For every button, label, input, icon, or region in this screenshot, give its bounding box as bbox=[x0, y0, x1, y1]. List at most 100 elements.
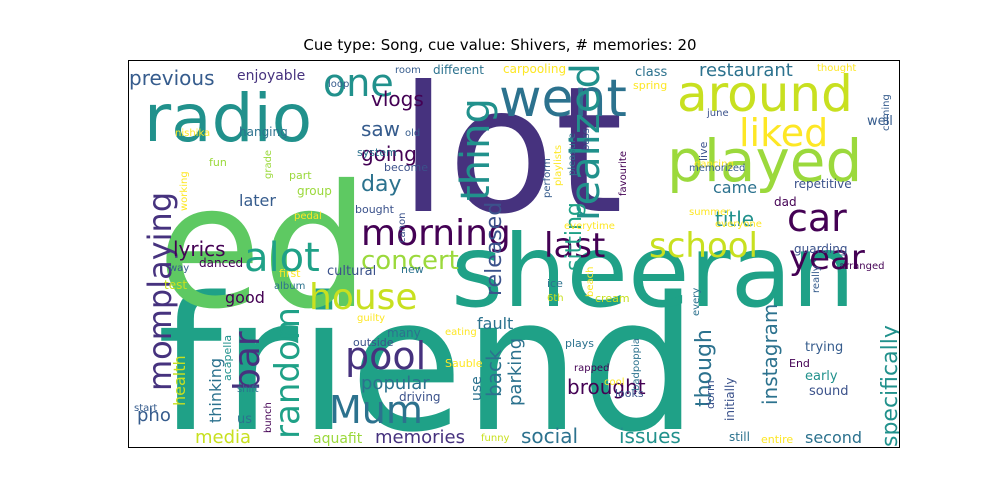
word-pho: pho bbox=[137, 405, 171, 426]
word-dad: dad bbox=[774, 195, 797, 209]
word-working: working bbox=[179, 171, 190, 211]
word-guarding: guarding bbox=[794, 242, 847, 256]
word-end: End bbox=[789, 357, 810, 370]
word-sitting: sitting bbox=[562, 202, 587, 271]
word-canon: canon bbox=[397, 213, 408, 243]
word-carpooling: carpooling bbox=[503, 62, 566, 76]
word-around: around bbox=[677, 65, 853, 123]
word-danced: danced bbox=[199, 256, 243, 270]
word-june: june bbox=[706, 108, 729, 119]
word-many: many bbox=[387, 326, 421, 340]
word-dancing: dancing bbox=[694, 159, 734, 170]
word-entire: entire bbox=[761, 433, 793, 446]
word-saw: saw bbox=[361, 117, 400, 141]
word-back: back bbox=[482, 349, 506, 397]
word-car: car bbox=[787, 196, 847, 240]
word-perform: perform bbox=[542, 158, 553, 198]
word-dorm: dorm bbox=[704, 380, 717, 409]
word-grade: grade bbox=[263, 150, 274, 179]
word-released: released bbox=[482, 202, 507, 296]
word-sauble: Sauble bbox=[445, 357, 483, 370]
word-lyrics: lyrics bbox=[173, 237, 226, 261]
word-everytime: everytime bbox=[564, 221, 615, 232]
word-really: really bbox=[811, 265, 822, 293]
word-liked: liked bbox=[739, 111, 828, 155]
word-first: first bbox=[279, 267, 301, 280]
word-album: album bbox=[274, 281, 305, 292]
word-later: later bbox=[239, 191, 276, 210]
word-ice: ice bbox=[547, 277, 563, 290]
word-arranged: arranged bbox=[839, 261, 885, 272]
word-thinking: thinking bbox=[206, 358, 225, 423]
word-previous: previous bbox=[129, 66, 215, 90]
word-enjoyable: enjoyable bbox=[237, 68, 305, 84]
word-early: early bbox=[805, 369, 838, 384]
word-pleasure: pleasure bbox=[567, 133, 578, 176]
word-system: system bbox=[357, 146, 397, 159]
word-brought: brought bbox=[567, 375, 646, 399]
word-bass: bass bbox=[581, 128, 592, 151]
word-random: random bbox=[268, 307, 308, 439]
word-vlogs: vlogs bbox=[371, 87, 424, 111]
word-going: going bbox=[361, 142, 417, 166]
word-popular: popular bbox=[361, 373, 430, 394]
word-shift: shift bbox=[237, 384, 259, 395]
word-hanging: hanging bbox=[239, 125, 288, 139]
word-second: second bbox=[805, 428, 862, 447]
word-though: though bbox=[692, 329, 717, 407]
word-lot: lot bbox=[399, 61, 623, 253]
word-become: become bbox=[384, 161, 428, 174]
word-plays: plays bbox=[565, 337, 594, 350]
word-well: well bbox=[867, 114, 893, 129]
word-pool: pool bbox=[345, 334, 426, 378]
word-went: went bbox=[499, 69, 627, 129]
word-morning: morning bbox=[361, 213, 511, 254]
word-came: came bbox=[713, 178, 757, 197]
word-acapella: acapella bbox=[221, 335, 234, 381]
word-thought: thought bbox=[817, 63, 856, 74]
word-start: start bbox=[134, 403, 157, 414]
word-sound: sound bbox=[809, 384, 848, 399]
word-aquafit: aquafit bbox=[313, 431, 363, 447]
word-live: live bbox=[697, 141, 710, 161]
word-use: use bbox=[469, 376, 485, 401]
word-cream: cream bbox=[595, 292, 630, 305]
word-loop: loop bbox=[328, 79, 349, 90]
word-class: class bbox=[635, 65, 667, 80]
word-parking: parking bbox=[505, 338, 526, 406]
word-issues: issues bbox=[619, 424, 681, 447]
word-restaurant: restaurant bbox=[699, 61, 793, 81]
word-fault: fault bbox=[477, 314, 513, 333]
word-media: media bbox=[195, 427, 251, 447]
word-initially: initially bbox=[723, 378, 737, 421]
word-day: day bbox=[361, 172, 401, 197]
word-every: every bbox=[691, 288, 702, 316]
word-part: part bbox=[289, 169, 312, 182]
word-fun: fun bbox=[209, 156, 227, 169]
word-driving: driving bbox=[399, 390, 441, 404]
word-memorized: memorized bbox=[689, 163, 745, 174]
word-year: year bbox=[789, 238, 865, 278]
word-realized: realized bbox=[563, 63, 609, 221]
word-funny: funny bbox=[481, 433, 510, 444]
word-radio: radio bbox=[144, 80, 312, 157]
word-repetitive: repetitive bbox=[794, 177, 852, 191]
word-house: house bbox=[309, 277, 418, 318]
word-nishika: nishika bbox=[175, 128, 210, 139]
word-coming: coming bbox=[881, 94, 892, 131]
word-outside: outside bbox=[353, 336, 394, 349]
word-new: new bbox=[401, 263, 424, 276]
word-summer: summer bbox=[689, 207, 731, 218]
word-ed: ed bbox=[157, 149, 370, 347]
word-cloud-frame: friend lot ed sheeran radio went around played o… bbox=[128, 60, 900, 448]
word-one: one bbox=[323, 61, 394, 105]
word-still: still bbox=[729, 430, 750, 444]
word-beach: beach bbox=[585, 267, 596, 297]
word-badpoppia: badpoppia bbox=[631, 338, 642, 391]
word-bunch: bunch bbox=[263, 402, 274, 433]
word-played: played bbox=[667, 127, 862, 195]
word-different: different bbox=[433, 63, 484, 77]
word-last: last bbox=[544, 226, 605, 266]
word-good: good bbox=[225, 288, 265, 307]
